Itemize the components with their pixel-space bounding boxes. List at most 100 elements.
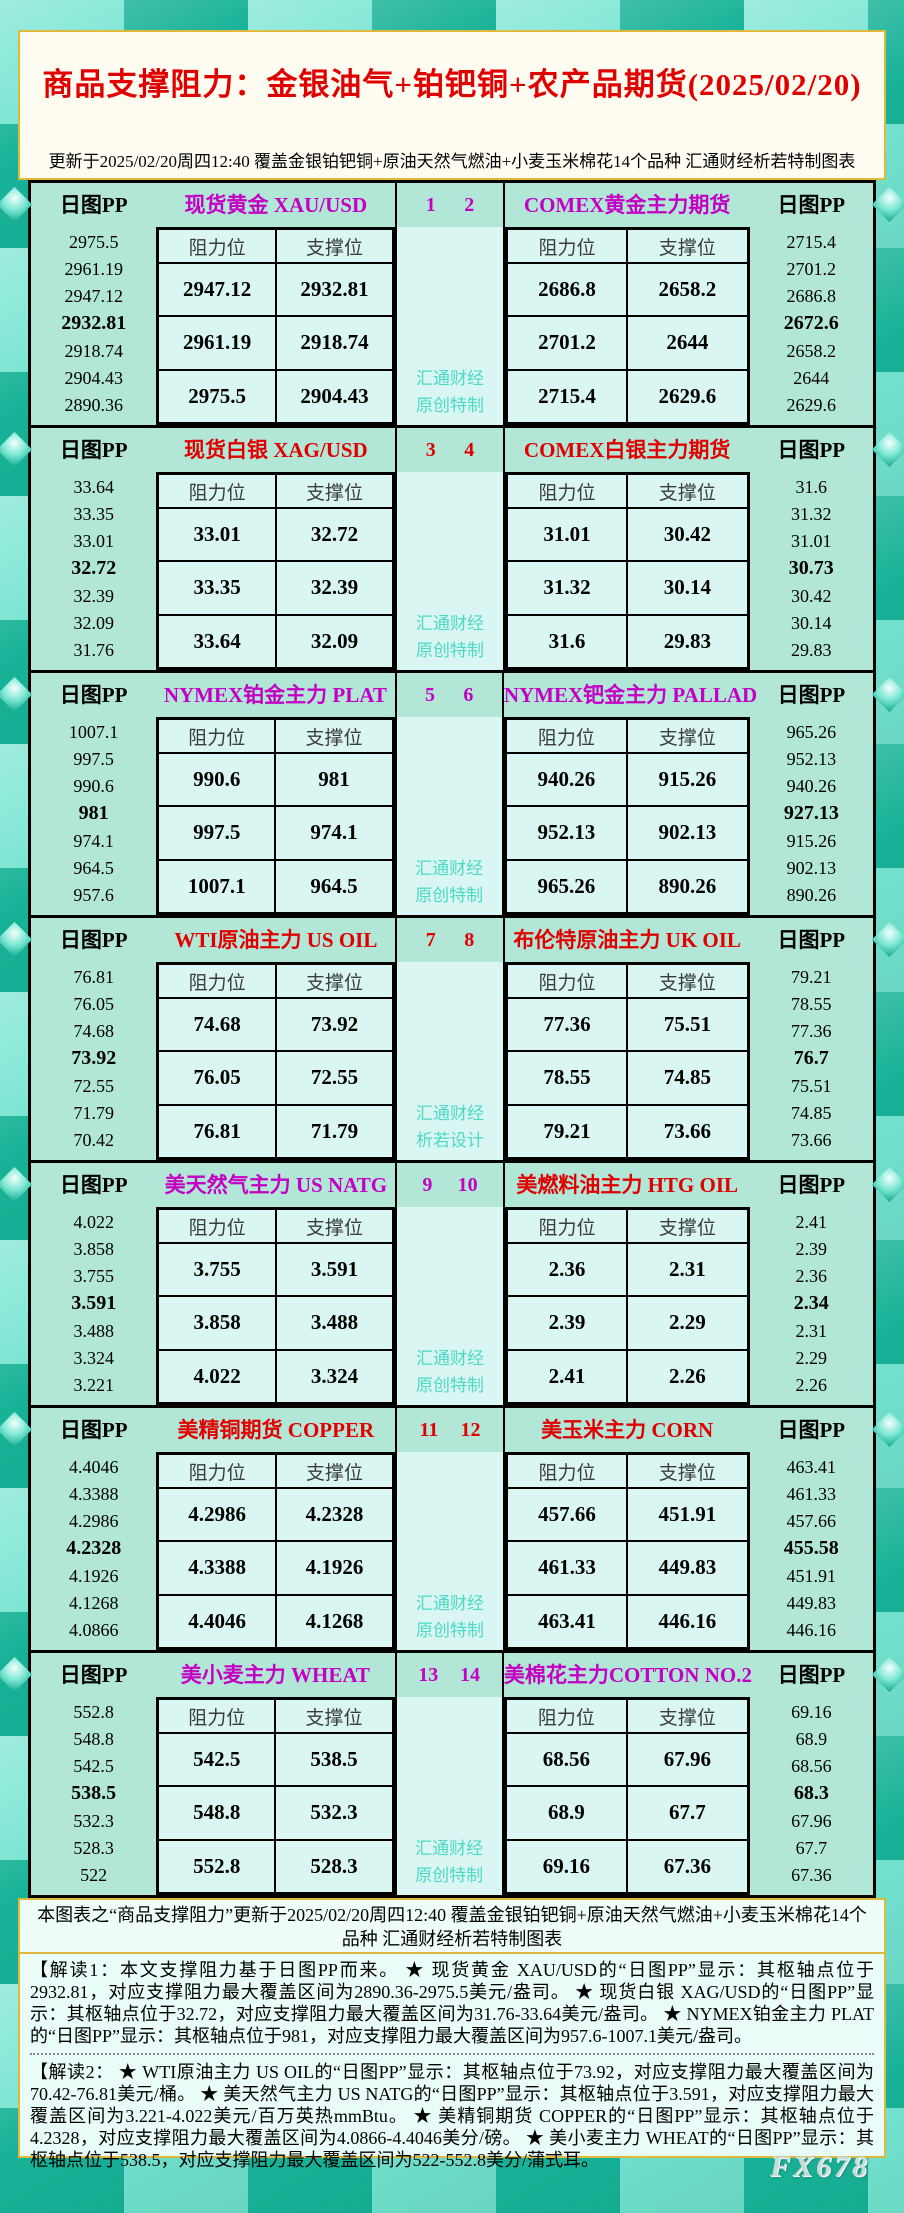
support-value: 74.85 [627,1051,748,1105]
pp-level-value: 927.13 [783,802,839,825]
support-value: 2.31 [627,1243,748,1297]
pp-level-value: 2672.6 [783,312,839,335]
resistance-value: 79.21 [506,1104,628,1158]
pp-level-value: 451.91 [786,1566,837,1587]
resistance-value: 2961.19 [158,316,276,370]
support-value: 73.66 [627,1104,748,1158]
fx678-watermark: FX678 [769,2150,870,2183]
pp-level-value: 902.13 [786,858,837,879]
instrument-title-left: 美小麦主力 WHEAT [180,1663,370,1687]
resistance-value: 76.81 [158,1104,276,1158]
support-value: 449.83 [627,1541,748,1595]
support-resistance-table: 阻力位 支撑位 77.36 75.51 78.55 74.85 79.21 73.66 [504,962,750,1160]
pp-level-value: 77.36 [791,1020,832,1041]
right-instrument-column: COMEX黄金主力期货 阻力位 支撑位 2686.8 2658.2 2701.2 2644 2… [504,183,750,425]
pp-level-value: 964.5 [73,858,114,879]
support-resistance-table: 阻力位 支撑位 74.68 73.92 76.05 72.55 76.81 71.79 [156,962,396,1160]
support-resistance-table: 阻力位 支撑位 2.36 2.31 2.39 2.29 2.41 2.26 [504,1207,750,1405]
brand-watermark: 汇通财经 原创特制 [397,1835,502,1895]
pp-level-value: 30.42 [791,586,832,607]
resistance-value: 3.858 [158,1296,276,1350]
pp-levels-list: 1007.1 997.5 990.6 981 974.1 964.5 957.6 [31,717,156,915]
pp-sidebar-left: 日图PP 2975.5 2961.19 2947.12 2932.81 2918.74 29… [31,183,156,425]
instrument-title-left: WTI原油主力 US OIL [174,928,378,952]
left-instrument-column: 美天然气主力 US NATG 阻力位 支撑位 3.755 3.591 3.858 3.488… [156,1163,396,1405]
resistance-value: 952.13 [505,806,627,860]
resistance-value: 33.01 [158,508,276,562]
support-value: 451.91 [627,1488,748,1542]
chart-number-left: 1 [425,193,436,216]
resistance-header: 阻力位 [506,1454,628,1488]
pp-sidebar-left: 日图PP 33.64 33.35 33.01 32.72 32.39 32.09 31.76 [31,428,156,670]
support-value: 3.488 [275,1296,394,1350]
pp-sidebar-left: 日图PP 1007.1 997.5 990.6 981 974.1 964.5 957.6 [31,673,156,915]
pp-level-value: 31.76 [73,639,114,660]
chart-number-left: 11 [419,1418,439,1441]
pp-label: 日图PP [59,193,128,217]
pp-level-value: 33.64 [73,477,114,497]
support-resistance-table: 阻力位 支撑位 4.2986 4.2328 4.3388 4.1926 4.4046 4.12… [156,1452,396,1650]
left-instrument-column: NYMEX铂金主力 PLAT 阻力位 支撑位 990.6 981 997.5 974.1 10… [156,673,395,915]
pp-level-value: 79.21 [791,967,832,987]
pp-level-value: 2.31 [795,1321,828,1342]
pp-levels-list: 33.64 33.35 33.01 32.72 32.39 32.09 31.76 [31,472,156,670]
resistance-value: 463.41 [506,1594,628,1648]
watermark-line-1: 汇通财经 [416,614,485,633]
commodity-block: 日图PP 1007.1 997.5 990.6 981 974.1 964.5 957.6 NY… [28,670,876,918]
pp-label: 日图PP [59,438,128,462]
pp-level-value: 76.05 [73,993,114,1014]
pp-level-value: 72.55 [73,1076,114,1097]
right-instrument-column: 布伦特原油主力 UK OIL 阻力位 支撑位 77.36 75.51 78.55 74.85… [504,918,750,1160]
support-value: 32.72 [275,508,394,562]
support-header: 支撑位 [275,964,394,998]
instrument-title-left: 现货白银 XAG/USD [183,438,368,462]
pp-label: 日图PP [777,1418,846,1442]
pp-level-value: 457.66 [786,1510,837,1531]
chart-number-left: 13 [418,1663,439,1686]
support-value: 981 [275,753,393,807]
support-value: 3.591 [275,1243,394,1297]
chart-number-right: 14 [460,1663,481,1686]
pp-level-value: 74.85 [791,1103,832,1124]
commodity-block: 日图PP 33.64 33.35 33.01 32.72 32.39 32.09 31.76 现… [28,425,876,673]
brand-watermark: 汇通财经 原创特制 [397,365,503,425]
chart-number-left: 7 [425,928,436,951]
resistance-value: 31.01 [506,508,628,562]
resistance-value: 940.26 [505,753,627,807]
pp-level-value: 4.2986 [68,1510,119,1531]
pp-level-value: 3.324 [73,1348,114,1369]
resistance-header: 阻力位 [506,1209,628,1243]
pp-level-value: 31.6 [795,477,828,497]
pp-level-value: 990.6 [73,775,114,796]
brand-watermark: 汇通财经 析若设计 [397,1100,503,1160]
watermark-line-2: 原创特制 [416,396,485,415]
support-value: 532.3 [275,1786,393,1840]
pp-sidebar-right: 日图PP 463.41 461.33 457.66 455.58 451.91 449.83… [750,1408,873,1650]
pp-level-value: 76.7 [793,1047,829,1070]
pp-level-value: 4.1268 [68,1593,119,1614]
support-resistance-table: 阻力位 支撑位 940.26 915.26 952.13 902.13 965.26 890.… [503,717,750,915]
pp-level-value: 31.32 [791,503,832,524]
resistance-value: 4.022 [158,1349,276,1403]
pp-level-value: 70.42 [73,1129,114,1150]
pp-level-value: 2629.6 [786,394,837,415]
watermark-line-1: 汇通财经 [416,1594,485,1613]
pp-level-value: 890.26 [786,884,837,905]
watermark-line-1: 汇通财经 [416,1104,485,1123]
pp-label: 日图PP [59,928,128,952]
support-value: 71.79 [275,1104,394,1158]
pp-level-value: 997.5 [73,748,114,769]
instrument-title-right: COMEX白银主力期货 [523,438,731,462]
pp-level-value: 4.4046 [68,1457,119,1477]
support-value: 2918.74 [275,316,394,370]
resistance-value: 461.33 [506,1541,628,1595]
pp-level-value: 548.8 [73,1728,114,1749]
pp-level-value: 68.3 [793,1782,829,1805]
resistance-value: 2686.8 [506,263,628,317]
resistance-header: 阻力位 [506,964,628,998]
support-header: 支撑位 [275,474,394,508]
support-value: 4.1268 [275,1594,394,1648]
middle-column: 3 4 汇通财经 原创特制 [395,428,505,670]
